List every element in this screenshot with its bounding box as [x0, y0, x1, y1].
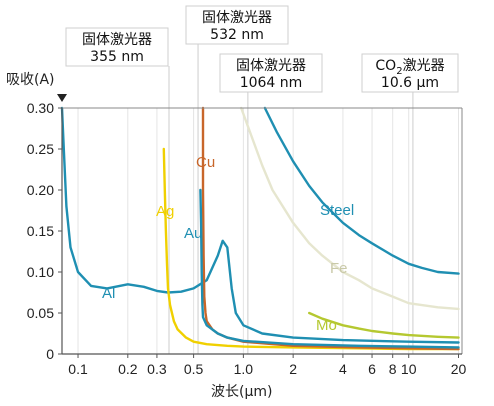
y-axis-arrow-icon: [57, 94, 67, 102]
callout-title: 固体激光器: [236, 57, 306, 74]
series-label-steel: Steel: [320, 202, 354, 219]
x-tick-label: 4: [339, 361, 347, 377]
x-tick-label: 0.3: [147, 361, 167, 377]
axes: [57, 94, 463, 355]
callout-frame: [361, 53, 459, 93]
callout-frame: [65, 27, 169, 67]
series-label-fe: Fe: [330, 260, 348, 277]
series-line-au: [199, 188, 460, 349]
x-axis-title: 波长(μm): [211, 384, 272, 400]
series-lines: [60, 106, 460, 351]
callout-wavelength: 532 nm: [210, 27, 264, 43]
y-tick-label: 0.25: [27, 141, 54, 157]
x-tick-label: 6: [368, 361, 376, 377]
y-tick-label: 0.20: [27, 182, 54, 198]
callout-wavelength: 355 nm: [90, 49, 144, 65]
y-tick-label: 0: [46, 346, 54, 362]
callout-frame: [185, 5, 289, 45]
x-tick-label: 20: [451, 361, 467, 377]
series-label-ag: Ag: [156, 203, 174, 220]
y-tick-label: 0.05: [27, 305, 54, 321]
x-tick-label: 0.1: [68, 361, 88, 377]
series-label-al: Al: [102, 285, 115, 302]
series-label-cu: Cu: [196, 154, 215, 171]
y-tick-label: 0.15: [27, 223, 54, 239]
series-line-steel: [263, 106, 460, 275]
callout-wavelength: 1064 nm: [240, 75, 303, 91]
y-tick-label: 0.10: [27, 264, 54, 280]
callout-title: 固体激光器: [82, 31, 152, 48]
series-line-al: [60, 106, 460, 344]
series-line-mo: [308, 311, 460, 339]
callout-title: CO2激光器: [375, 57, 444, 77]
x-tick-label: 1.0: [234, 361, 254, 377]
series-line-ag: [162, 147, 460, 351]
y-tick-label: 0.30: [27, 100, 54, 116]
series-line-fe: [240, 106, 460, 311]
callout-wavelength: 10.6 μm: [381, 75, 439, 91]
x-tick-label: 0.2: [118, 361, 138, 377]
x-tick-label: 2: [289, 361, 297, 377]
x-tick-label: 0.5: [184, 361, 204, 377]
series-label-mo: Mo: [316, 317, 337, 334]
x-tick-label: 8: [389, 361, 397, 377]
grid: [77, 44, 459, 354]
callout-title: 固体激光器: [202, 9, 272, 26]
callout-frame: [219, 53, 323, 93]
series-labels: Al Ag Cu Au Steel Fe Mo: [102, 154, 354, 334]
y-axis-title: 吸收(A): [6, 72, 55, 88]
series-label-au: Au: [184, 225, 202, 242]
tick-labels: 0.1 0.2 0.3 0.5 1.0 2 4 6 8 10 20 0 0.05 0.10 0.15 0.20…: [27, 100, 467, 377]
x-tick-label: 10: [401, 361, 417, 377]
series-line-cu: [201, 106, 460, 351]
